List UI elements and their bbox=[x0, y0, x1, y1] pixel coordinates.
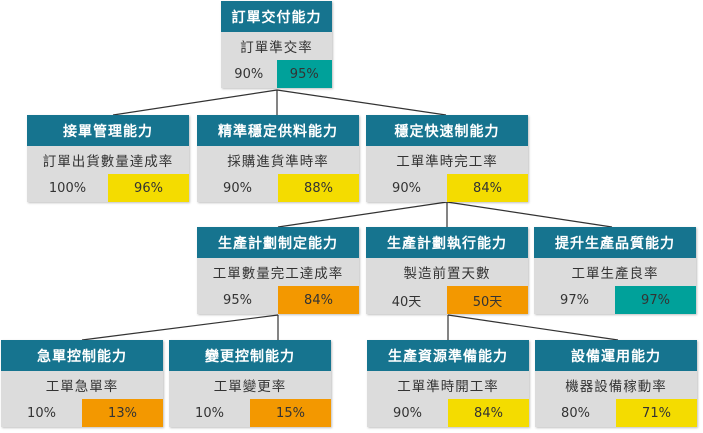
target-value: 95% bbox=[197, 286, 278, 314]
node-title: 精準穩定供料能力 bbox=[197, 115, 359, 146]
kpi-node-b: 精準穩定供料能力 採購進貨準時率 90% 88% bbox=[197, 115, 359, 202]
target-value: 100% bbox=[27, 174, 108, 202]
target-value: 97% bbox=[534, 286, 615, 314]
kpi-node-root: 訂單交付能力 訂單準交率 90% 95% bbox=[221, 1, 332, 88]
target-value: 90% bbox=[366, 174, 447, 202]
target-value: 90% bbox=[221, 60, 277, 88]
kpi-node-g: 急單控制能力 工單急單率 10% 13% bbox=[1, 340, 163, 427]
node-title: 生產計劃執行能力 bbox=[366, 227, 528, 258]
connector bbox=[276, 89, 447, 116]
kpi-node-a: 接單管理能力 訂單出貨數量達成率 100% 96% bbox=[27, 115, 189, 202]
node-title: 穩定快速制能力 bbox=[366, 115, 528, 146]
actual-value: 71% bbox=[616, 399, 697, 427]
node-metric: 工單生產良率 bbox=[534, 258, 696, 286]
kpi-node-e: 生產計劃執行能力 製造前置天數 40天 50天 bbox=[366, 227, 528, 314]
node-metric: 工單急單率 bbox=[1, 371, 163, 399]
connector bbox=[277, 201, 448, 228]
node-metric: 工單準時開工率 bbox=[367, 371, 529, 399]
kpi-node-h: 變更控制能力 工單變更率 10% 15% bbox=[169, 340, 331, 427]
target-value: 40天 bbox=[366, 286, 447, 314]
target-value: 10% bbox=[1, 399, 82, 427]
actual-value: 15% bbox=[250, 399, 331, 427]
actual-value: 97% bbox=[615, 286, 696, 314]
node-title: 提升生產品質能力 bbox=[534, 227, 696, 258]
kpi-node-d: 生產計劃制定能力 工單數量完工達成率 95% 84% bbox=[197, 227, 359, 314]
node-metric: 工單準時完工率 bbox=[366, 146, 528, 174]
actual-value: 84% bbox=[447, 174, 528, 202]
node-title: 變更控制能力 bbox=[169, 340, 331, 371]
node-metric: 機器設備稼動率 bbox=[535, 371, 697, 399]
node-title: 急單控制能力 bbox=[1, 340, 163, 371]
actual-value: 96% bbox=[108, 174, 189, 202]
actual-value: 88% bbox=[278, 174, 359, 202]
node-title: 生產計劃制定能力 bbox=[197, 227, 359, 258]
actual-value: 50天 bbox=[447, 286, 528, 314]
node-metric: 工單數量完工達成率 bbox=[197, 258, 359, 286]
target-value: 10% bbox=[169, 399, 250, 427]
connector bbox=[447, 314, 619, 341]
kpi-node-c: 穩定快速制能力 工單準時完工率 90% 84% bbox=[366, 115, 528, 202]
node-title: 設備運用能力 bbox=[535, 340, 697, 371]
target-value: 90% bbox=[197, 174, 278, 202]
node-metric: 採購進貨準時率 bbox=[197, 146, 359, 174]
node-metric: 製造前置天數 bbox=[366, 258, 528, 286]
connector bbox=[446, 201, 613, 228]
node-metric: 工單變更率 bbox=[169, 371, 331, 399]
target-value: 80% bbox=[535, 399, 616, 427]
kpi-node-j: 設備運用能力 機器設備稼動率 80% 71% bbox=[535, 340, 697, 427]
actual-value: 95% bbox=[276, 60, 332, 88]
target-value: 90% bbox=[367, 399, 448, 427]
node-metric: 訂單出貨數量達成率 bbox=[27, 146, 189, 174]
node-title: 生產資源準備能力 bbox=[367, 340, 529, 371]
actual-value: 13% bbox=[82, 399, 163, 427]
actual-value: 84% bbox=[448, 399, 529, 427]
node-metric: 訂單準交率 bbox=[221, 32, 332, 60]
connector bbox=[81, 314, 279, 341]
node-title: 接單管理能力 bbox=[27, 115, 189, 146]
node-title: 訂單交付能力 bbox=[221, 1, 332, 32]
kpi-node-f: 提升生產品質能力 工單生產良率 97% 97% bbox=[534, 227, 696, 314]
connector bbox=[112, 89, 278, 116]
kpi-node-i: 生產資源準備能力 工單準時開工率 90% 84% bbox=[367, 340, 529, 427]
actual-value: 84% bbox=[278, 286, 359, 314]
